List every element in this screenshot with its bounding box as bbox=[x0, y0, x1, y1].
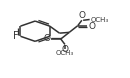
Text: F: F bbox=[13, 31, 19, 41]
Text: OCH₃: OCH₃ bbox=[90, 17, 109, 22]
Text: O: O bbox=[78, 11, 85, 20]
Text: O: O bbox=[61, 45, 69, 54]
Text: O: O bbox=[43, 34, 50, 43]
Text: OCH₃: OCH₃ bbox=[56, 50, 74, 56]
Text: O: O bbox=[88, 22, 95, 31]
